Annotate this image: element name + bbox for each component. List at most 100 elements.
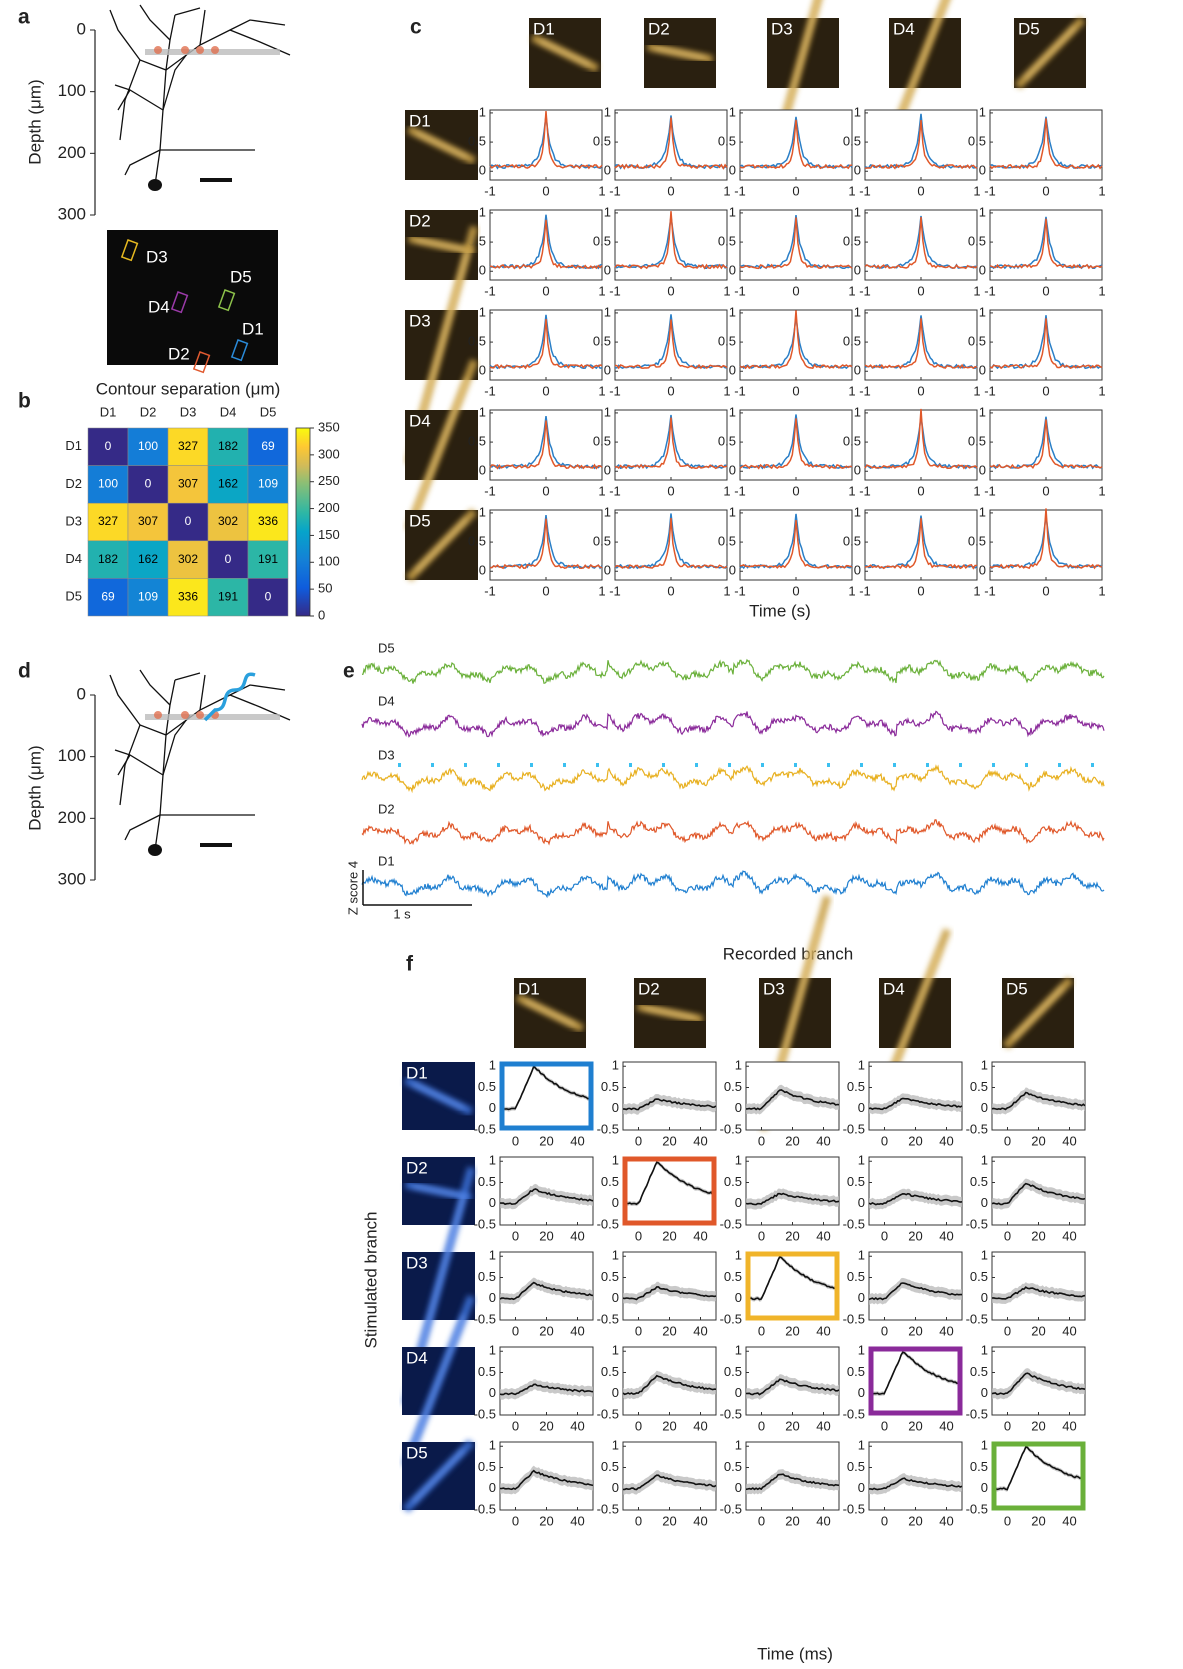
- y-tick-label: 0.5: [970, 1459, 988, 1474]
- x-tick-label: 0: [542, 283, 549, 298]
- x-tick-label: 0: [1004, 1133, 1011, 1148]
- y-tick-label: -0.5: [597, 1121, 619, 1136]
- stim-marker: [629, 763, 632, 767]
- stim-marker: [431, 763, 434, 767]
- roi-dot: [211, 46, 219, 54]
- y-tick-label: -0.5: [720, 1406, 742, 1421]
- y-tick-label: 0.5: [970, 1269, 988, 1284]
- y-tick-label: 0: [735, 1195, 742, 1210]
- y-tick-label: 1: [489, 1248, 496, 1263]
- y-tick-label: 1: [612, 1343, 619, 1358]
- x-tick-label: 40: [570, 1133, 584, 1148]
- x-tick-label: 1: [848, 483, 855, 498]
- cell-value: 109: [138, 589, 158, 603]
- x-tick-label: 40: [570, 1228, 584, 1243]
- y-tick-label: 0: [981, 1385, 988, 1400]
- x-tick-label: -1: [859, 583, 871, 598]
- x-tick-label: 1: [1098, 283, 1105, 298]
- y-tick-label: -0.5: [597, 1311, 619, 1326]
- x-tick-label: -1: [484, 483, 496, 498]
- x-tick-label: 1: [1098, 383, 1105, 398]
- image-label: D1: [406, 1063, 428, 1082]
- y-tick-label: 1: [854, 504, 861, 519]
- x-tick-label: 1: [1098, 483, 1105, 498]
- y-tick-label: 0.5: [478, 1364, 496, 1379]
- y-tick-label: 0.5: [478, 1174, 496, 1189]
- x-tick-label: 0: [635, 1418, 642, 1433]
- scale-label: 1 s: [393, 906, 411, 921]
- y-tick-label: 0: [612, 1385, 619, 1400]
- dendrite: [120, 60, 140, 140]
- dendrite: [200, 675, 205, 710]
- x-tick-label: 0: [917, 383, 924, 398]
- x-tick-label: 0: [635, 1513, 642, 1528]
- y-tick-label: 0.5: [601, 1459, 619, 1474]
- x-tick-label: 0: [1004, 1513, 1011, 1528]
- stim-marker: [728, 763, 731, 767]
- y-tick-label: 0: [729, 563, 736, 578]
- x-tick-label: 0: [792, 283, 799, 298]
- y-tick-label: 0.5: [601, 1364, 619, 1379]
- image-label: D4: [883, 979, 905, 998]
- x-tick-label: 0: [758, 1418, 765, 1433]
- colorbar-tick-label: 350: [318, 419, 340, 434]
- dendrite: [120, 725, 140, 805]
- x-tick-label: -1: [984, 383, 996, 398]
- y-tick-label: 0: [489, 1480, 496, 1495]
- row-label: D4: [65, 551, 82, 566]
- y-tick-label: 0: [729, 163, 736, 178]
- x-tick-label: 0: [1042, 283, 1049, 298]
- y-tick-label: 0.5: [843, 234, 861, 249]
- y-tick-label: 0: [854, 563, 861, 578]
- x-tick-label: 1: [598, 283, 605, 298]
- y-tick-label: 0.5: [724, 1269, 742, 1284]
- image-label: D5: [406, 1443, 428, 1462]
- x-tick-label: 40: [816, 1418, 830, 1433]
- y-tick-label: 0: [981, 1290, 988, 1305]
- x-tick-label: 20: [539, 1323, 553, 1338]
- branch-image: D2: [644, 18, 716, 88]
- y-tick-label: 1: [729, 204, 736, 219]
- stim-arrow: [205, 674, 255, 720]
- y-tick-label: 1: [729, 504, 736, 519]
- cell-value: 182: [218, 439, 238, 453]
- x-tick-label: 20: [662, 1418, 676, 1433]
- col-label: D5: [260, 404, 277, 419]
- trace: [362, 711, 1104, 736]
- y-tick-label: 0.5: [593, 534, 611, 549]
- roi-dot: [196, 46, 204, 54]
- x-tick-label: 0: [667, 383, 674, 398]
- x-tick-label: 40: [1062, 1323, 1076, 1338]
- y-tick-label: 1: [612, 1248, 619, 1263]
- y-tick-label: 0.5: [601, 1269, 619, 1284]
- x-tick-label: 0: [667, 583, 674, 598]
- y-tick-label: 0: [979, 463, 986, 478]
- y-tick-label: 1: [858, 1438, 865, 1453]
- stim-marker: [761, 763, 764, 767]
- y-tick-label: 0.5: [724, 1459, 742, 1474]
- stim-marker: [992, 763, 995, 767]
- row-label: D2: [65, 476, 82, 491]
- y-tick-label: 0: [979, 363, 986, 378]
- trace: [362, 766, 1104, 791]
- y-tick-label: 0.5: [970, 1364, 988, 1379]
- x-tick-label: 20: [662, 1513, 676, 1528]
- stim-marker: [794, 763, 797, 767]
- cell-value: 0: [145, 477, 152, 491]
- x-tick-label: -1: [734, 583, 746, 598]
- x-tick-label: 0: [512, 1323, 519, 1338]
- y-tick-label: 1: [858, 1058, 865, 1073]
- y-tick-label: 0: [858, 1195, 865, 1210]
- x-tick-label: 20: [539, 1133, 553, 1148]
- x-tick-label: 20: [662, 1228, 676, 1243]
- x-tick-label: 40: [939, 1228, 953, 1243]
- y-tick-label: 1: [604, 304, 611, 319]
- colorbar-tick-label: 250: [318, 473, 340, 488]
- trace-label: D4: [378, 693, 395, 708]
- y-tick-label: 1: [479, 104, 486, 119]
- y-tick-label: 0: [981, 1480, 988, 1495]
- dendrite: [115, 85, 130, 90]
- x-tick-label: 40: [939, 1323, 953, 1338]
- image-label: D5: [1018, 19, 1040, 38]
- panel-label: d: [18, 660, 31, 683]
